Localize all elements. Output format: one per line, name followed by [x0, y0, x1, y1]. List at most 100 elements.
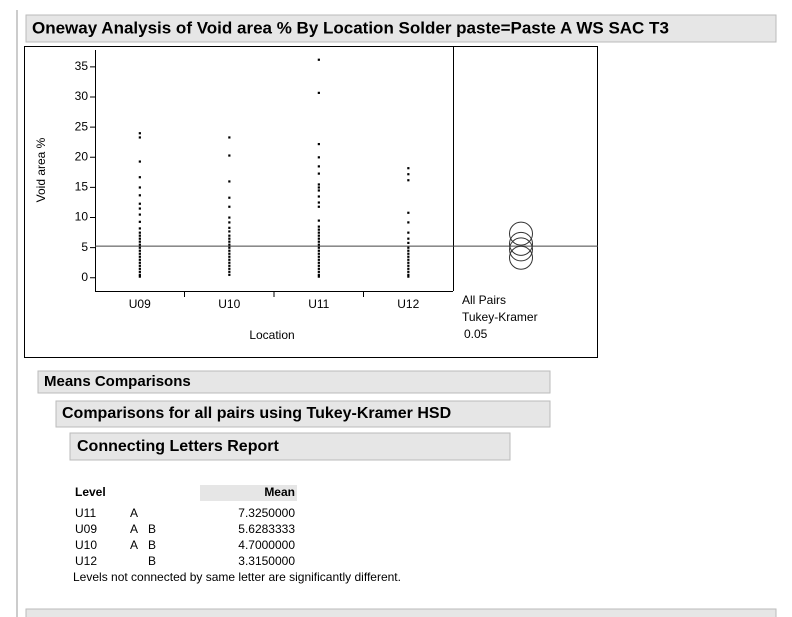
data-point — [138, 227, 141, 230]
data-point — [138, 264, 141, 267]
data-point — [407, 252, 410, 255]
data-point — [407, 179, 410, 182]
header-shade — [200, 485, 297, 501]
data-point — [407, 221, 410, 224]
column-header: Mean — [264, 485, 295, 499]
data-point — [228, 240, 231, 243]
data-point — [317, 261, 320, 264]
level-cell: U10 — [75, 538, 97, 552]
data-point — [407, 167, 410, 170]
y-tick-label: 15 — [75, 180, 89, 194]
data-point — [407, 241, 410, 244]
data-point — [138, 246, 141, 249]
data-point — [317, 156, 320, 159]
x-tick-label: U11 — [308, 297, 329, 311]
data-point — [228, 264, 231, 267]
comparison-label: Tukey-Kramer — [462, 310, 538, 324]
data-point — [138, 194, 141, 197]
data-point — [407, 237, 410, 240]
y-tick-label: 5 — [81, 240, 88, 254]
y-tick-label: 20 — [75, 149, 89, 163]
data-point — [407, 249, 410, 252]
data-point — [317, 189, 320, 192]
data-point — [407, 275, 410, 278]
data-point — [317, 165, 320, 168]
data-point — [228, 154, 231, 157]
data-point — [138, 160, 141, 163]
data-point — [138, 220, 141, 223]
data-point — [228, 221, 231, 224]
x-tick-label: U09 — [129, 297, 151, 311]
data-point — [138, 275, 141, 278]
data-point — [138, 231, 141, 234]
data-point — [317, 246, 320, 249]
level-cell: U12 — [75, 554, 97, 568]
data-point — [138, 213, 141, 216]
comparison-circle — [509, 245, 533, 270]
data-point — [317, 91, 320, 94]
data-point — [317, 264, 320, 267]
data-point — [317, 231, 320, 234]
data-point — [228, 234, 231, 237]
data-point — [317, 270, 320, 273]
data-point — [138, 273, 141, 276]
data-point — [317, 186, 320, 189]
data-point — [407, 267, 410, 270]
data-point — [228, 270, 231, 273]
data-point — [228, 252, 231, 255]
data-point — [407, 258, 410, 261]
x-axis-label: Location — [249, 328, 294, 342]
letter-cell: B — [148, 522, 156, 536]
data-point — [138, 267, 141, 270]
data-point — [138, 136, 141, 139]
data-point — [317, 273, 320, 276]
y-tick-label: 0 — [81, 270, 88, 284]
letter-cell: B — [148, 538, 156, 552]
data-point — [228, 243, 231, 246]
data-point — [138, 234, 141, 237]
data-point — [317, 201, 320, 204]
data-point — [317, 237, 320, 240]
data-point — [317, 243, 320, 246]
data-point — [228, 255, 231, 258]
x-tick-label: U10 — [218, 297, 240, 311]
title-bar[interactable] — [25, 14, 777, 43]
data-point — [317, 267, 320, 270]
section-bar[interactable] — [55, 400, 551, 428]
data-point — [317, 252, 320, 255]
x-tick-label: U12 — [397, 297, 419, 311]
data-point — [138, 132, 141, 135]
comparison-label: 0.05 — [464, 327, 488, 341]
data-point — [317, 225, 320, 228]
section-bar[interactable] — [37, 370, 551, 394]
y-tick-label: 25 — [75, 119, 89, 133]
comparison-circle — [509, 231, 533, 256]
data-point — [228, 267, 231, 270]
level-cell: U09 — [75, 522, 97, 536]
data-point — [228, 180, 231, 183]
y-tick-label: 30 — [75, 89, 89, 103]
mean-cell: 3.3150000 — [238, 554, 295, 568]
y-tick-label: 35 — [75, 59, 89, 73]
data-point — [317, 205, 320, 208]
data-point — [228, 230, 231, 233]
data-point — [228, 273, 231, 276]
data-point — [317, 183, 320, 186]
data-point — [228, 246, 231, 249]
data-point — [317, 219, 320, 222]
data-point — [228, 136, 231, 139]
section-title: Means Comparisons — [44, 373, 191, 390]
data-point — [138, 240, 141, 243]
data-point — [317, 172, 320, 175]
data-point — [407, 246, 410, 249]
report-title: Oneway Analysis of Void area % By Locati… — [32, 18, 669, 37]
data-point — [138, 202, 141, 205]
data-point — [407, 273, 410, 276]
section-bar[interactable] — [69, 432, 511, 461]
data-point — [138, 243, 141, 246]
data-point — [138, 261, 141, 264]
data-point — [317, 228, 320, 231]
data-point — [228, 216, 231, 219]
letter-cell: A — [130, 506, 138, 520]
